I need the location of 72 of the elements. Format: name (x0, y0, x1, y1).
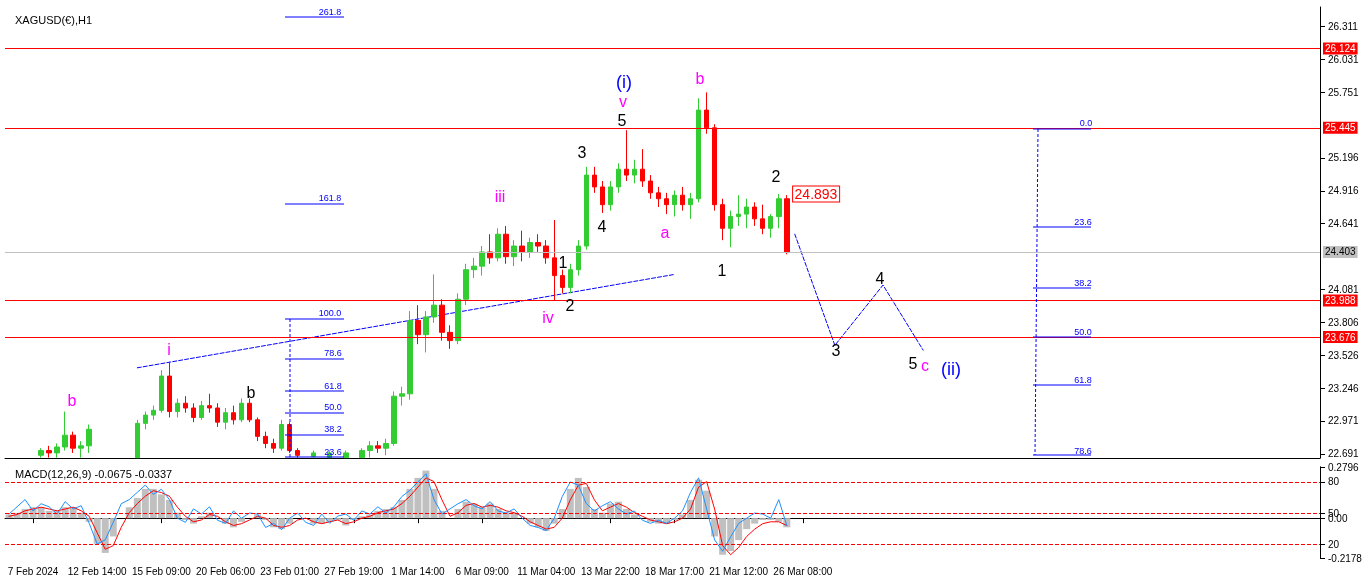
x-tick-label: 18 Mar 17:00 (645, 565, 705, 577)
x-tick-label: 15 Feb 09:00 (131, 565, 192, 577)
annotation: 5 (908, 354, 918, 372)
annotation: b (246, 383, 256, 401)
annotation: iv (542, 308, 554, 326)
ref-line-label: 24.403 (1325, 246, 1357, 258)
chart-title: MACD(12,26,9) -0.0675 -0.0337 (15, 467, 173, 480)
ref-line-label: 23.676 (1325, 331, 1357, 343)
annotation: v (619, 92, 627, 110)
y-tick-label: 0.2796 (1328, 461, 1360, 473)
ref-line-label: 26.124 (1325, 43, 1357, 55)
annotation: 5 (617, 111, 627, 129)
y-tick-label: -0.2178 (1328, 552, 1363, 564)
annotation: 61.8 (324, 381, 342, 391)
y-tick-label: 22.691 (1328, 448, 1360, 460)
annotation: 78.6 (1074, 446, 1092, 456)
annotation: 23.6 (1074, 217, 1092, 227)
annotation: 161.8 (318, 193, 342, 203)
y-tick-label: 25.196 (1328, 152, 1360, 164)
annotation: 78.6 (324, 348, 342, 358)
annotation: (i) (616, 72, 632, 92)
text: XAGUSD(€),H1 (15, 13, 93, 26)
annotation: 3 (577, 143, 587, 161)
y-tick-label: 24.641 (1328, 217, 1360, 229)
x-tick-label: 11 Mar 04:00 (517, 565, 576, 577)
y-tick-label: 22.971 (1328, 415, 1360, 427)
y-tick-label: 23.806 (1328, 316, 1360, 328)
annotation: 23.6 (324, 447, 342, 457)
annotation: 3 (831, 341, 841, 359)
y-tick-label: 24.081 (1328, 284, 1360, 296)
annotation: 261.8 (318, 7, 342, 17)
annotation: c (921, 356, 929, 374)
y-tick-label: 26.031 (1328, 53, 1360, 65)
annotation: a (660, 223, 670, 241)
x-tick-label: 6 Mar 09:00 (455, 565, 510, 577)
y-tick-label: 24.916 (1328, 185, 1360, 197)
x-tick-label: 7 Feb 2024 (7, 565, 59, 577)
y2-tick-label: 80 (1328, 476, 1340, 488)
x-tick-label: 20 Feb 06:00 (196, 565, 256, 577)
annotation: 2 (771, 167, 781, 185)
annotation: i (167, 340, 171, 358)
annotation: 38.2 (1074, 278, 1092, 288)
y-tick-label: 23.526 (1328, 349, 1360, 361)
annotation: 100.0 (318, 308, 342, 318)
annotation: 38.2 (324, 424, 342, 434)
annotation: 0.0 (1079, 118, 1093, 128)
annotation: (ii) (941, 359, 961, 379)
x-tick-label: 27 Feb 19:00 (324, 565, 384, 577)
x-tick-label: 26 Mar 08:00 (773, 565, 833, 577)
ref-line-label: 25.445 (1325, 122, 1357, 134)
annotation: 61.8 (1074, 375, 1092, 385)
y2-tick-label: 20 (1328, 538, 1340, 550)
y-tick-label: 26.311 (1328, 20, 1359, 32)
annotation: b (67, 391, 77, 409)
annotation: iii (494, 187, 506, 205)
annotation: 1 (717, 261, 727, 279)
annotation: 50.0 (1074, 327, 1092, 337)
x-tick-label: 12 Feb 14:00 (67, 565, 128, 577)
x-tick-label: 13 Mar 22:00 (580, 565, 641, 577)
x-tick-label: 21 Mar 12:00 (709, 565, 769, 577)
annotation: 4 (875, 269, 885, 287)
annotation: 1 (558, 253, 568, 271)
ref-line-label: 23.988 (1325, 294, 1357, 306)
y-tick-label: 25.751 (1328, 86, 1360, 98)
annotation: 50.0 (324, 402, 342, 412)
x-tick-label: 1 Mar 14:00 (391, 565, 446, 577)
annotation: 4 (597, 217, 607, 235)
y-tick-label: 23.246 (1328, 382, 1360, 394)
annotation: 24.893 (794, 186, 838, 202)
annotation: 2 (565, 296, 575, 314)
annotation: b (695, 69, 705, 87)
x-tick-label: 23 Feb 01:00 (260, 565, 320, 577)
